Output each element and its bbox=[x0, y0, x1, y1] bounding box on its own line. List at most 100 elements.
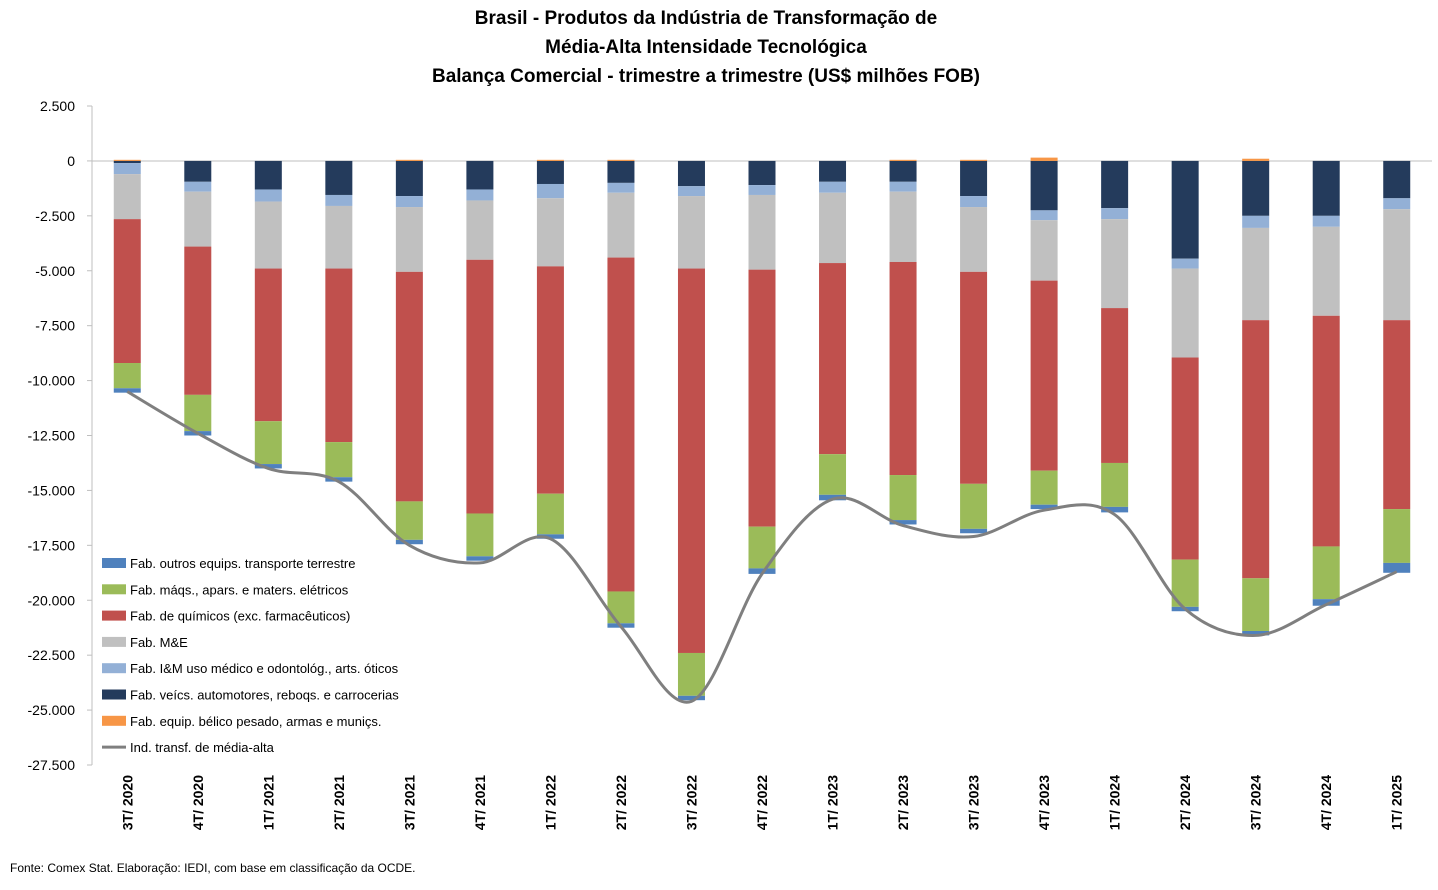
bar-segment-3 bbox=[1171, 357, 1199, 560]
legend-swatch bbox=[102, 663, 126, 674]
bar-segment-5 bbox=[466, 556, 494, 561]
bar-segment-0 bbox=[466, 160, 494, 190]
bar-segment-2 bbox=[607, 192, 635, 258]
bar-segment-6 bbox=[889, 159, 917, 161]
bar-segment-0 bbox=[819, 160, 847, 182]
bar-segment-5 bbox=[1101, 506, 1129, 513]
y-tick-label: -17.500 bbox=[28, 537, 76, 553]
bar-segment-0 bbox=[960, 160, 988, 197]
bar-segment-2 bbox=[1312, 226, 1340, 316]
bar-segment-2 bbox=[1030, 220, 1058, 281]
bar-segment-2 bbox=[325, 205, 353, 269]
bar-segment-0 bbox=[536, 160, 564, 184]
bar-segment-4 bbox=[184, 394, 212, 432]
bar-segment-1 bbox=[1101, 208, 1129, 220]
bar-segment-4 bbox=[254, 421, 282, 465]
legend-swatch bbox=[102, 610, 126, 621]
y-tick-label: -20.000 bbox=[28, 592, 76, 608]
bar-segment-0 bbox=[1101, 160, 1129, 209]
x-tick-label: 1T/ 2021 bbox=[260, 775, 276, 830]
bar-segment-2 bbox=[254, 201, 282, 269]
x-tick-label: 2T/ 2022 bbox=[613, 775, 629, 830]
bar-series bbox=[113, 157, 1411, 701]
bar-segment-4 bbox=[395, 501, 423, 540]
bar-segment-2 bbox=[748, 194, 776, 270]
bar-segment-0 bbox=[1242, 160, 1270, 216]
bar-segment-1 bbox=[607, 182, 635, 193]
x-tick-label: 1T/ 2024 bbox=[1107, 775, 1123, 830]
title-line-3: Balança Comercial - trimestre a trimestr… bbox=[432, 66, 980, 87]
legend-label: Ind. transf. de média-alta bbox=[130, 740, 275, 755]
bar-segment-5 bbox=[1242, 631, 1270, 636]
title-line-2: Média-Alta Intensidade Tecnológica bbox=[545, 37, 867, 58]
bar-segment-1 bbox=[889, 181, 917, 192]
bar-segment-3 bbox=[1030, 280, 1058, 471]
bar-segment-5 bbox=[960, 528, 988, 534]
bar-segment-2 bbox=[1242, 227, 1270, 321]
bar-segment-6 bbox=[960, 159, 988, 161]
bar-segment-5 bbox=[677, 695, 705, 701]
source-note: Fonte: Comex Stat. Elaboração: IEDI, com… bbox=[10, 861, 416, 875]
x-tick-label: 1T/ 2025 bbox=[1389, 775, 1405, 830]
bar-segment-2 bbox=[1101, 219, 1129, 309]
bar-segment-0 bbox=[1383, 160, 1411, 199]
title-line-1: Brasil - Produtos da Indústria de Transf… bbox=[475, 8, 937, 29]
bar-segment-3 bbox=[889, 261, 917, 476]
bar-segment-4 bbox=[1383, 509, 1411, 563]
legend-swatch bbox=[102, 715, 126, 726]
legend-label: Fab. outros equips. transporte terrestre bbox=[130, 556, 355, 571]
y-tick-label: -12.500 bbox=[28, 428, 76, 444]
bar-segment-4 bbox=[536, 493, 564, 535]
bar-segment-1 bbox=[466, 189, 494, 201]
bar-segment-3 bbox=[1101, 308, 1129, 463]
bar-segment-5 bbox=[254, 464, 282, 469]
bar-segment-3 bbox=[960, 271, 988, 484]
x-tick-label: 1T/ 2023 bbox=[825, 775, 841, 830]
legend-label: Fab. I&M uso médico e odontológ., arts. … bbox=[130, 661, 399, 676]
x-tick-label: 3T/ 2021 bbox=[401, 775, 417, 830]
bar-segment-3 bbox=[466, 259, 494, 514]
bar-segment-5 bbox=[395, 539, 423, 545]
y-tick-label: -2.500 bbox=[35, 208, 75, 224]
bar-segment-3 bbox=[395, 271, 423, 502]
x-tick-label: 4T/ 2020 bbox=[190, 775, 206, 830]
legend: Fab. outros equips. transporte terrestre… bbox=[102, 556, 399, 755]
legend-label: Fab. máqs., apars. e maters. elétricos bbox=[130, 582, 349, 597]
x-tick-label: 3T/ 2024 bbox=[1248, 775, 1264, 830]
bar-segment-1 bbox=[395, 196, 423, 208]
bar-segment-2 bbox=[395, 207, 423, 272]
bar-segment-1 bbox=[1242, 215, 1270, 228]
y-axis-ticks: 2.500 0 -2.500 -5.000 -7.500 -10.000 -12.500 -1… bbox=[28, 98, 92, 773]
y-tick-label: -27.500 bbox=[28, 757, 76, 773]
bar-segment-4 bbox=[677, 652, 705, 696]
bar-segment-5 bbox=[1030, 504, 1058, 510]
bar-segment-3 bbox=[184, 246, 212, 395]
bar-segment-0 bbox=[1312, 160, 1340, 216]
bar-segment-4 bbox=[1030, 470, 1058, 505]
legend-label: Fab. equip. bélico pesado, armas e muniç… bbox=[130, 714, 381, 729]
bar-segment-5 bbox=[536, 534, 564, 539]
bar-segment-3 bbox=[113, 219, 141, 364]
x-tick-label: 4T/ 2021 bbox=[472, 775, 488, 830]
bar-segment-2 bbox=[960, 207, 988, 272]
bar-segment-1 bbox=[748, 185, 776, 195]
bar-segment-2 bbox=[819, 192, 847, 264]
bar-segment-0 bbox=[889, 160, 917, 182]
bar-segment-1 bbox=[536, 183, 564, 199]
bar-segment-6 bbox=[395, 159, 423, 161]
y-tick-label: -22.500 bbox=[28, 647, 76, 663]
bar-segment-6 bbox=[607, 159, 635, 161]
bar-segment-4 bbox=[960, 483, 988, 529]
bar-segment-2 bbox=[677, 196, 705, 269]
total-line-series bbox=[126, 390, 1398, 704]
bar-segment-0 bbox=[1030, 160, 1058, 211]
bar-segment-3 bbox=[1383, 320, 1411, 510]
bar-segment-3 bbox=[748, 269, 776, 527]
x-tick-label: 2T/ 2021 bbox=[331, 775, 347, 830]
x-tick-label: 4T/ 2023 bbox=[1036, 775, 1052, 830]
bar-segment-0 bbox=[254, 160, 282, 190]
x-tick-label: 4T/ 2022 bbox=[754, 775, 770, 830]
bar-segment-0 bbox=[395, 160, 423, 197]
x-tick-label: 3T/ 2022 bbox=[683, 775, 699, 830]
y-tick-label: -25.000 bbox=[28, 702, 76, 718]
